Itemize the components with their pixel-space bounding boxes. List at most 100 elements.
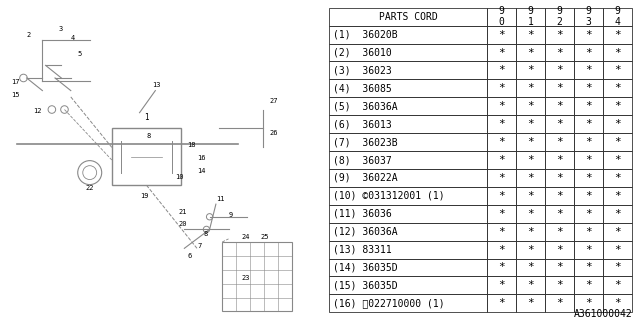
Bar: [516, 187, 545, 205]
Text: (12) 36036A: (12) 36036A: [333, 227, 397, 237]
Text: (1)  36020B: (1) 36020B: [333, 30, 397, 40]
Text: 16: 16: [197, 155, 205, 161]
Text: *: *: [614, 191, 621, 201]
Bar: [487, 61, 516, 79]
Bar: [574, 259, 604, 276]
Bar: [545, 133, 574, 151]
Bar: [330, 223, 487, 241]
Text: (5)  36036A: (5) 36036A: [333, 101, 397, 111]
Bar: [330, 79, 487, 97]
Text: *: *: [556, 83, 563, 93]
Text: *: *: [586, 298, 592, 308]
Bar: [604, 205, 632, 223]
Bar: [545, 44, 574, 61]
Bar: [545, 276, 574, 294]
Text: 9
0: 9 0: [499, 6, 504, 28]
Bar: [604, 79, 632, 97]
Text: *: *: [614, 280, 621, 290]
Bar: [545, 205, 574, 223]
Text: 21: 21: [178, 209, 186, 215]
Text: *: *: [614, 101, 621, 111]
Text: *: *: [614, 209, 621, 219]
Text: PARTS CORD: PARTS CORD: [379, 12, 438, 22]
Text: 8: 8: [204, 231, 207, 237]
Bar: [604, 115, 632, 133]
Bar: [487, 97, 516, 115]
Text: *: *: [498, 119, 505, 129]
Bar: [330, 115, 487, 133]
Text: *: *: [498, 280, 505, 290]
Text: 10: 10: [175, 174, 184, 180]
Bar: [574, 133, 604, 151]
Text: *: *: [527, 65, 534, 76]
Text: 3: 3: [58, 26, 63, 32]
Bar: [487, 79, 516, 97]
Text: *: *: [527, 83, 534, 93]
Text: *: *: [586, 209, 592, 219]
Bar: [330, 205, 487, 223]
Text: *: *: [586, 280, 592, 290]
Text: 5: 5: [77, 51, 81, 57]
Text: *: *: [586, 137, 592, 147]
Bar: [604, 26, 632, 44]
Bar: [487, 187, 516, 205]
Text: *: *: [498, 262, 505, 273]
Bar: [516, 79, 545, 97]
Text: 9
1: 9 1: [527, 6, 534, 28]
Text: *: *: [498, 209, 505, 219]
Text: *: *: [527, 30, 534, 40]
Text: *: *: [586, 244, 592, 255]
Text: *: *: [527, 227, 534, 237]
Text: (11) 36036: (11) 36036: [333, 209, 392, 219]
Text: *: *: [614, 119, 621, 129]
Text: *: *: [614, 47, 621, 58]
Text: 9: 9: [228, 212, 233, 218]
Bar: [330, 294, 487, 312]
Bar: [574, 97, 604, 115]
Text: 24: 24: [241, 234, 250, 240]
Text: *: *: [586, 83, 592, 93]
Text: *: *: [527, 119, 534, 129]
Bar: [545, 259, 574, 276]
Text: *: *: [614, 244, 621, 255]
Text: *: *: [498, 227, 505, 237]
Text: *: *: [556, 30, 563, 40]
Text: (2)  36010: (2) 36010: [333, 47, 392, 58]
Text: 7: 7: [197, 243, 201, 249]
Text: *: *: [556, 280, 563, 290]
Text: *: *: [527, 155, 534, 165]
Bar: [516, 169, 545, 187]
Text: (13) 83311: (13) 83311: [333, 244, 392, 255]
Bar: [330, 151, 487, 169]
Bar: [516, 8, 545, 26]
Bar: [574, 115, 604, 133]
Bar: [574, 294, 604, 312]
Bar: [487, 241, 516, 259]
Text: 20: 20: [178, 221, 186, 227]
Bar: [604, 8, 632, 26]
Text: *: *: [586, 227, 592, 237]
Bar: [604, 97, 632, 115]
Text: 13: 13: [152, 83, 161, 88]
Bar: [545, 151, 574, 169]
Bar: [574, 151, 604, 169]
Bar: [545, 169, 574, 187]
Text: *: *: [614, 155, 621, 165]
Bar: [574, 241, 604, 259]
Bar: [330, 276, 487, 294]
Text: 8: 8: [147, 133, 151, 139]
Bar: [545, 241, 574, 259]
Bar: [545, 294, 574, 312]
Text: *: *: [556, 137, 563, 147]
Bar: [330, 44, 487, 61]
Text: *: *: [556, 244, 563, 255]
Text: *: *: [556, 173, 563, 183]
Bar: [487, 294, 516, 312]
Text: *: *: [614, 262, 621, 273]
Text: *: *: [556, 298, 563, 308]
Text: (16) ⓝ022710000 (1): (16) ⓝ022710000 (1): [333, 298, 444, 308]
Text: *: *: [498, 155, 505, 165]
Bar: [487, 115, 516, 133]
Text: 4: 4: [71, 35, 75, 41]
Bar: [574, 169, 604, 187]
